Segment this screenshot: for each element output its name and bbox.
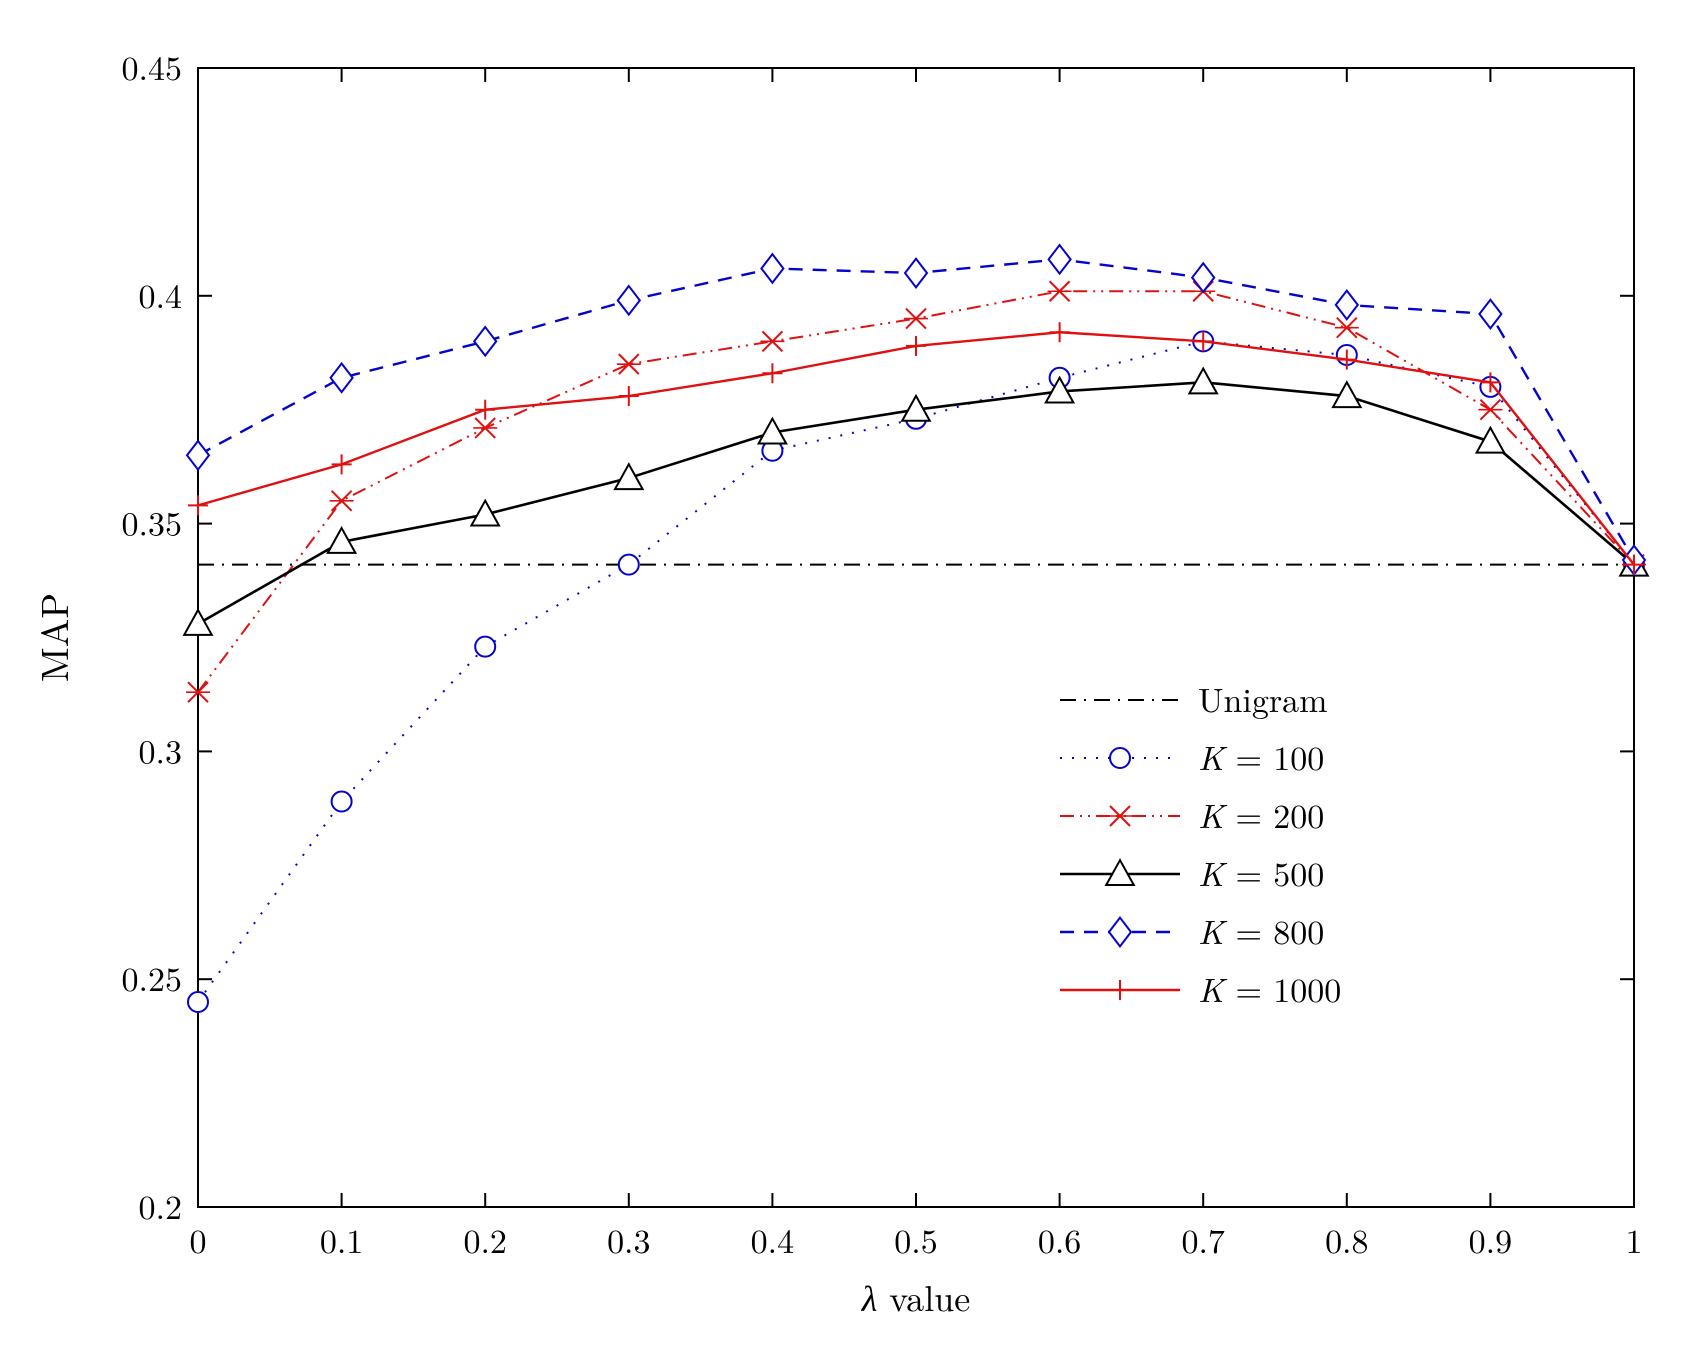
- legend: Unigram K = 100 K = 200 K = 500 K = 800 K = 1…: [1060, 674, 1341, 1012]
- legend-label: K = 500: [1198, 848, 1324, 896]
- xtick-label: 0.3: [607, 1215, 650, 1263]
- xtick-label: 0.2: [463, 1215, 506, 1263]
- chart-svg: 0 0.1 0.2 0.3 0.4 0.5 0.6 0.7 0.8 0.9 1 0.2 0.25 0.3 0…: [0, 0, 1706, 1358]
- legend-label: K = 100: [1198, 732, 1324, 780]
- ytick-label: 0.3: [139, 725, 182, 773]
- xtick-label: 0.9: [1469, 1215, 1512, 1263]
- series-k100: [188, 331, 1644, 1012]
- legend-label: K = 200: [1198, 790, 1324, 838]
- xtick-label: 1: [1626, 1215, 1643, 1263]
- map-vs-lambda-chart: 0 0.1 0.2 0.3 0.4 0.5 0.6 0.7 0.8 0.9 1 0.2 0.25 0.3 0…: [0, 0, 1706, 1358]
- ytick-label: 0.25: [122, 953, 182, 1001]
- xtick-label: 0.7: [1181, 1215, 1224, 1263]
- series-k1000: [188, 322, 1644, 574]
- ytick-label: 0.45: [122, 42, 182, 90]
- xtick-label: 0.1: [320, 1215, 363, 1263]
- legend-label: K = 1000: [1198, 964, 1341, 1012]
- ytick-label: 0.2: [139, 1181, 182, 1229]
- xtick-label: 0.4: [751, 1215, 794, 1263]
- plot-frame: [198, 68, 1634, 1207]
- x-axis-label: λ value: [861, 1271, 971, 1322]
- xtick-label: 0.5: [894, 1215, 937, 1263]
- ytick-label: 0.4: [139, 270, 182, 318]
- legend-label: Unigram: [1198, 674, 1328, 722]
- xtick-label: 0.6: [1038, 1215, 1081, 1263]
- xtick-label: 0: [190, 1215, 207, 1263]
- xtick-label: 0.8: [1325, 1215, 1368, 1263]
- ytick-label: 0.35: [122, 498, 182, 546]
- legend-label: K = 800: [1198, 906, 1324, 954]
- series-k500: [184, 369, 1648, 635]
- y-axis-label: MAP: [26, 593, 80, 682]
